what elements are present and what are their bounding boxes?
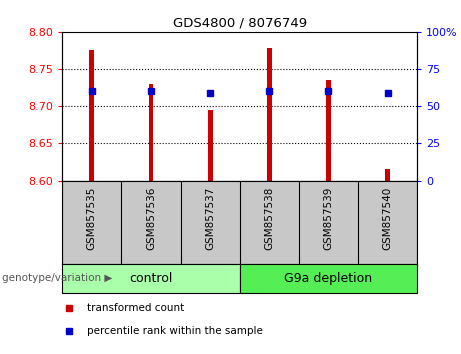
Bar (89, 51, 94, 181)
Text: GSM857540: GSM857540 (383, 186, 393, 250)
Text: control: control (129, 272, 173, 285)
Text: GSM857538: GSM857538 (264, 186, 274, 250)
Text: GSM857536: GSM857536 (146, 186, 156, 250)
Text: percentile rank within the sample: percentile rank within the sample (87, 326, 263, 336)
Bar (62, 264, 240, 293)
Bar (240, 264, 417, 293)
Text: GSM857539: GSM857539 (324, 186, 333, 250)
Bar (385, 170, 390, 181)
Bar (326, 80, 331, 181)
Bar (208, 110, 213, 181)
Text: transformed count: transformed count (87, 303, 184, 313)
Text: G9a depletion: G9a depletion (284, 272, 372, 285)
Text: genotype/variation ▶: genotype/variation ▶ (2, 273, 112, 283)
Bar (267, 48, 272, 181)
Bar (148, 84, 154, 181)
Title: GDS4800 / 8076749: GDS4800 / 8076749 (173, 16, 307, 29)
Text: GSM857537: GSM857537 (205, 186, 215, 250)
Text: GSM857535: GSM857535 (87, 186, 97, 250)
